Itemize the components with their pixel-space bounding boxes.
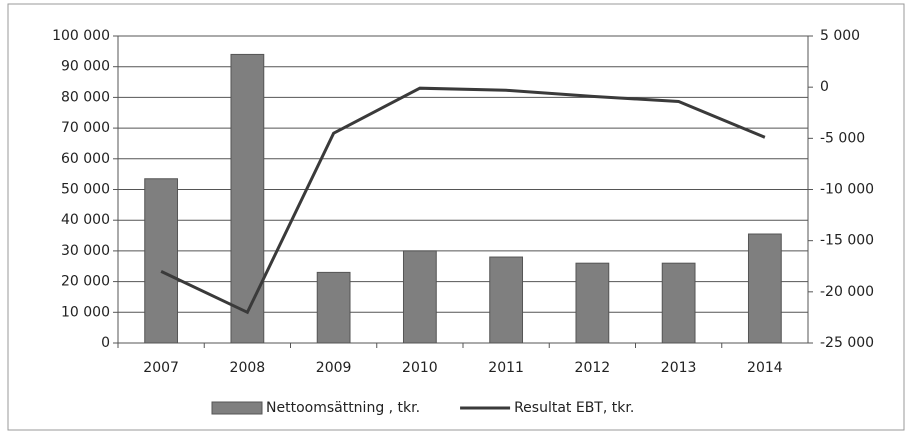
bar <box>747 233 782 344</box>
y-tick-label: 10 000 <box>61 304 110 320</box>
x-tick-label: 2008 <box>230 360 266 376</box>
legend-swatch <box>211 401 263 415</box>
y2-tick-label: 5 000 <box>820 28 860 44</box>
bar <box>230 53 265 344</box>
x-tick-label: 2007 <box>143 360 179 376</box>
y-tick-label: 100 000 <box>52 28 110 44</box>
y-tick-label: 0 <box>101 335 110 351</box>
x-tick-label: 2013 <box>661 360 697 376</box>
y2-tick-label: -20 000 <box>820 284 874 300</box>
y2-tick-label: -10 000 <box>820 182 874 198</box>
bar <box>661 262 696 344</box>
y-tick-label: 60 000 <box>61 151 110 167</box>
x-tick-label: 2011 <box>488 360 524 376</box>
x-tick-label: 2014 <box>747 360 783 376</box>
bar <box>144 178 179 344</box>
y-tick-label: 90 000 <box>61 59 110 75</box>
y-tick-label: 20 000 <box>61 274 110 290</box>
y-tick-label: 30 000 <box>61 243 110 259</box>
x-tick-label: 2010 <box>402 360 438 376</box>
y2-tick-label: -25 000 <box>820 335 874 351</box>
bar <box>575 262 610 344</box>
y-tick-label: 40 000 <box>61 212 110 228</box>
y2-tick-label: -15 000 <box>820 233 874 249</box>
bar <box>402 250 437 344</box>
line <box>160 86 766 315</box>
legend-label: Nettoomsättning , tkr. <box>266 400 420 416</box>
bar <box>316 271 351 344</box>
legend-label: Resultat EBT, tkr. <box>514 400 634 416</box>
y-tick-label: 80 000 <box>61 89 110 105</box>
x-tick-label: 2009 <box>316 360 352 376</box>
y2-tick-label: 0 <box>820 79 829 95</box>
bar <box>489 256 524 344</box>
y2-tick-label: -5 000 <box>820 130 865 146</box>
y-tick-label: 50 000 <box>61 182 110 198</box>
y-tick-label: 70 000 <box>61 120 110 136</box>
x-tick-label: 2012 <box>575 360 611 376</box>
